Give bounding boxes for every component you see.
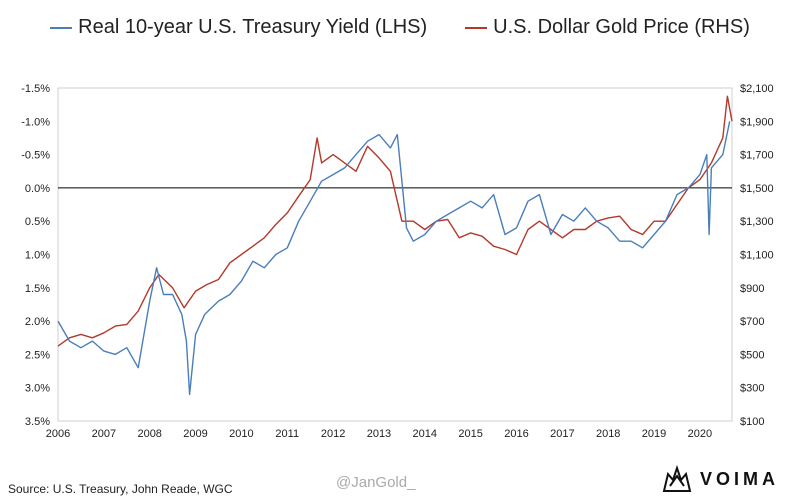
right-y-tick-label: $1,900	[740, 116, 774, 128]
x-tick-label: 2007	[92, 428, 116, 440]
left-y-tick-label: 2.5%	[25, 349, 50, 361]
x-tick-label: 2010	[229, 428, 253, 440]
right-y-tick-label: $1,500	[740, 183, 774, 195]
legend-swatch-yield	[50, 26, 73, 29]
x-tick-label: 2015	[458, 428, 482, 440]
left-y-tick-label: 2.0%	[25, 316, 50, 328]
left-y-tick-label: -1.5%	[21, 83, 50, 95]
right-y-tick-label: $1,100	[740, 250, 774, 262]
legend-item-yield: Real 10-year U.S. Treasury Yield (LHS)	[50, 16, 427, 39]
plot-area-frame	[57, 87, 733, 422]
voima-logo: VOIMA	[660, 464, 779, 494]
right-y-tick-label: $1,700	[740, 150, 774, 162]
legend-label-gold: U.S. Dollar Gold Price (RHS)	[493, 16, 750, 38]
x-tick-label: 2008	[137, 428, 161, 440]
x-tick-label: 2011	[275, 428, 299, 440]
left-y-tick-label: 3.0%	[25, 383, 50, 395]
x-tick-label: 2006	[46, 428, 70, 440]
legend-label-yield: Real 10-year U.S. Treasury Yield (LHS)	[78, 16, 428, 38]
x-tick-label: 2017	[550, 428, 574, 440]
x-tick-label: 2009	[183, 428, 207, 440]
left-y-tick-label: -1.0%	[21, 116, 50, 128]
legend-swatch-gold	[465, 26, 488, 29]
right-y-tick-label: $1,300	[740, 216, 774, 228]
x-tick-label: 2020	[688, 428, 712, 440]
left-y-tick-label: 0.0%	[25, 183, 50, 195]
right-y-tick-label: $300	[740, 383, 764, 395]
left-y-tick-label: 3.5%	[25, 416, 50, 428]
right-y-tick-label: $900	[740, 283, 764, 295]
series-line-gold	[57, 95, 733, 347]
x-tick-label: 2019	[642, 428, 666, 440]
source-note: Source: U.S. Treasury, John Reade, WGC	[8, 482, 233, 496]
right-y-tick-label: $500	[740, 349, 764, 361]
right-y-tick-label: $2,100	[740, 83, 774, 95]
x-tick-label: 2018	[596, 428, 620, 440]
x-tick-label: 2012	[321, 428, 345, 440]
left-y-tick-label: 1.0%	[25, 250, 50, 262]
legend-item-gold: U.S. Dollar Gold Price (RHS)	[465, 16, 750, 39]
right-y-tick-label: $700	[740, 316, 764, 328]
chart-legend: Real 10-year U.S. Treasury Yield (LHS) U…	[0, 16, 800, 39]
left-y-tick-label: 1.5%	[25, 283, 50, 295]
x-tick-label: 2014	[413, 428, 437, 440]
lion-crest-icon	[662, 464, 692, 492]
left-y-tick-label: 0.5%	[25, 216, 50, 228]
x-tick-label: 2016	[504, 428, 528, 440]
right-y-tick-label: $100	[740, 416, 764, 428]
series-line-yield	[57, 121, 731, 396]
logo-text: VOIMA	[700, 468, 780, 489]
left-y-tick-label: -0.5%	[21, 150, 50, 162]
x-tick-label: 2013	[367, 428, 391, 440]
watermark: @JanGold_	[336, 474, 416, 491]
